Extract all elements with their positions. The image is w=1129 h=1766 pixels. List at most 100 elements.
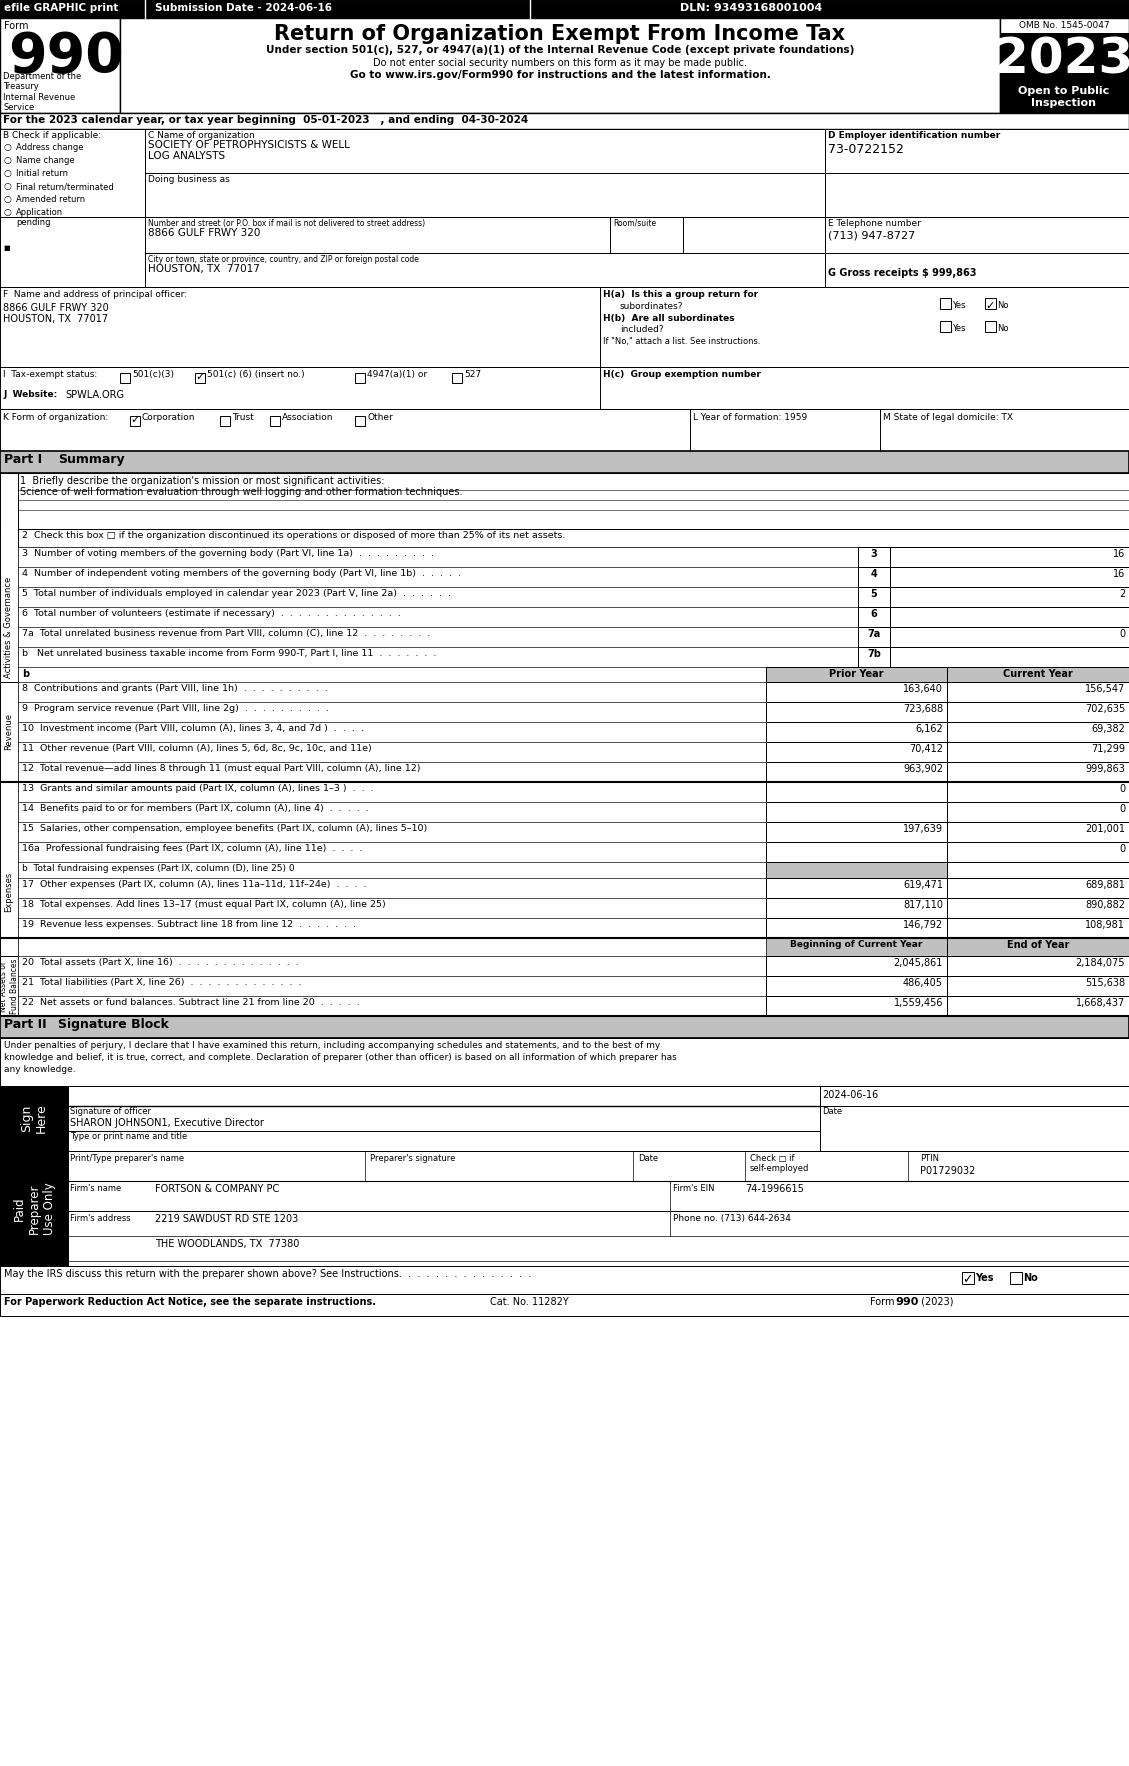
Text: Print/Type preparer's name: Print/Type preparer's name [70, 1153, 184, 1164]
Text: No: No [1023, 1273, 1038, 1284]
Bar [765, 938, 947, 955]
Text: 5  Total number of individuals employed in calendar year 2023 (Part V, line 2a) : 5 Total number of individuals employed i… [21, 590, 450, 599]
Text: ○: ○ [5, 208, 12, 217]
Bar [825, 253, 1129, 288]
Text: Beginning of Current Year: Beginning of Current Year [790, 940, 922, 948]
Text: 619,471: 619,471 [903, 879, 943, 890]
Text: Do not enter social security numbers on this form as it may be made public.: Do not enter social security numbers on … [373, 58, 747, 69]
Bar [940, 321, 951, 332]
Text: 4: 4 [870, 569, 877, 579]
Bar [765, 918, 947, 938]
Text: Open to Public
Inspection: Open to Public Inspection [1018, 87, 1110, 108]
Bar [947, 878, 1129, 897]
Text: Initial return: Initial return [16, 170, 68, 178]
Text: 73-0722152: 73-0722152 [828, 143, 904, 155]
Bar [0, 18, 120, 113]
Text: D Employer identification number: D Employer identification number [828, 131, 1000, 140]
Text: 963,902: 963,902 [903, 765, 943, 774]
Text: ○: ○ [5, 143, 12, 152]
Bar [765, 682, 947, 703]
Bar [195, 373, 205, 383]
Bar [18, 842, 765, 862]
Bar [120, 373, 130, 383]
Text: OMB No. 1545-0047: OMB No. 1545-0047 [1018, 21, 1110, 30]
Text: 22  Net assets or fund balances. Subtract line 21 from line 20  .  .  .  .  .: 22 Net assets or fund balances. Subtract… [21, 998, 360, 1007]
Text: G Gross receipts $ 999,863: G Gross receipts $ 999,863 [828, 268, 977, 277]
Text: 999,863: 999,863 [1085, 765, 1124, 774]
Text: SPWLA.ORG: SPWLA.ORG [65, 390, 124, 401]
Bar [0, 410, 1129, 450]
Text: 70,412: 70,412 [909, 743, 943, 754]
Text: 689,881: 689,881 [1085, 879, 1124, 890]
Text: For the 2023 calendar year, or tax year beginning  05-01-2023   , and ending  04: For the 2023 calendar year, or tax year … [3, 115, 528, 125]
Text: THE WOODLANDS, TX  77380: THE WOODLANDS, TX 77380 [155, 1240, 299, 1249]
Text: 990: 990 [895, 1296, 918, 1307]
Bar [947, 918, 1129, 938]
Bar [0, 1294, 1129, 1316]
Bar [0, 1015, 1129, 1038]
Text: 14  Benefits paid to or for members (Part IX, column (A), line 4)  .  .  .  .  .: 14 Benefits paid to or for members (Part… [21, 804, 369, 812]
Bar [947, 782, 1129, 802]
Text: Amended return: Amended return [16, 194, 85, 205]
Bar [858, 646, 890, 668]
Text: Preparer's signature: Preparer's signature [370, 1153, 455, 1164]
Text: Cat. No. 11282Y: Cat. No. 11282Y [490, 1296, 569, 1307]
Bar [18, 878, 765, 897]
Text: b   Net unrelated business taxable income from Form 990-T, Part I, line 11  .  .: b Net unrelated business taxable income … [21, 648, 437, 659]
Text: Science of well formation evaluation through well logging and other formation te: Science of well formation evaluation thr… [20, 487, 463, 496]
Bar [683, 217, 825, 253]
Text: Submission Date - 2024-06-16: Submission Date - 2024-06-16 [155, 4, 332, 12]
Text: May the IRS discuss this return with the preparer shown above? See Instructions.: May the IRS discuss this return with the… [5, 1270, 532, 1279]
Text: Paid
Preparer
Use Only: Paid Preparer Use Only [12, 1181, 55, 1234]
Text: 5: 5 [870, 590, 877, 599]
Bar [18, 722, 765, 742]
Bar [765, 897, 947, 918]
Text: SOCIETY OF PETROPHYSICISTS & WELL: SOCIETY OF PETROPHYSICISTS & WELL [148, 140, 350, 150]
Text: Date: Date [638, 1153, 658, 1164]
Bar [355, 373, 365, 383]
Text: 163,640: 163,640 [903, 683, 943, 694]
Bar [0, 217, 145, 288]
Bar [890, 608, 1129, 627]
Text: 13  Grants and similar amounts paid (Part IX, column (A), lines 1–3 )  .  .  .: 13 Grants and similar amounts paid (Part… [21, 784, 374, 793]
Text: For Paperwork Reduction Act Notice, see the separate instructions.: For Paperwork Reduction Act Notice, see … [5, 1296, 376, 1307]
Text: Date: Date [822, 1107, 842, 1116]
Bar [962, 1272, 974, 1284]
Bar [947, 703, 1129, 722]
Text: 515,638: 515,638 [1085, 978, 1124, 987]
Bar [1000, 18, 1129, 113]
Text: 74-1996615: 74-1996615 [745, 1183, 804, 1194]
Text: 4947(a)(1) or: 4947(a)(1) or [367, 371, 427, 380]
Bar [765, 668, 947, 682]
Text: 2024-06-16: 2024-06-16 [822, 1090, 878, 1100]
Bar [765, 782, 947, 802]
Text: 16: 16 [1113, 549, 1124, 560]
Text: 9  Program service revenue (Part VIII, line 2g)  .  .  .  .  .  .  .  .  .  .: 9 Program service revenue (Part VIII, li… [21, 705, 329, 713]
Text: Signature Block: Signature Block [58, 1017, 169, 1031]
Bar [0, 1151, 1129, 1266]
Bar [1000, 83, 1129, 113]
Bar [947, 722, 1129, 742]
Text: Part II: Part II [5, 1017, 46, 1031]
Bar [947, 821, 1129, 842]
Bar [984, 321, 996, 332]
Text: 11  Other revenue (Part VIII, column (A), lines 5, 6d, 8c, 9c, 10c, and 11e): 11 Other revenue (Part VIII, column (A),… [21, 743, 371, 752]
Text: b: b [21, 669, 29, 678]
Text: 501(c)(3): 501(c)(3) [132, 371, 174, 380]
Bar [890, 586, 1129, 608]
Text: 2023: 2023 [995, 35, 1129, 85]
Bar [18, 918, 765, 938]
Text: 3  Number of voting members of the governing body (Part VI, line 1a)  .  .  .  .: 3 Number of voting members of the govern… [21, 549, 434, 558]
Bar [0, 1038, 1129, 1086]
Text: Type or print name and title: Type or print name and title [70, 1132, 187, 1141]
Bar [18, 703, 765, 722]
Bar [765, 761, 947, 782]
Bar [765, 821, 947, 842]
Text: Other: Other [367, 413, 393, 422]
Text: Net Assets or
Fund Balances: Net Assets or Fund Balances [0, 959, 19, 1014]
Bar [18, 821, 765, 842]
Text: HOUSTON, TX  77017: HOUSTON, TX 77017 [3, 314, 108, 323]
Bar [890, 547, 1129, 567]
Text: 108,981: 108,981 [1085, 920, 1124, 931]
Bar [0, 955, 18, 1015]
